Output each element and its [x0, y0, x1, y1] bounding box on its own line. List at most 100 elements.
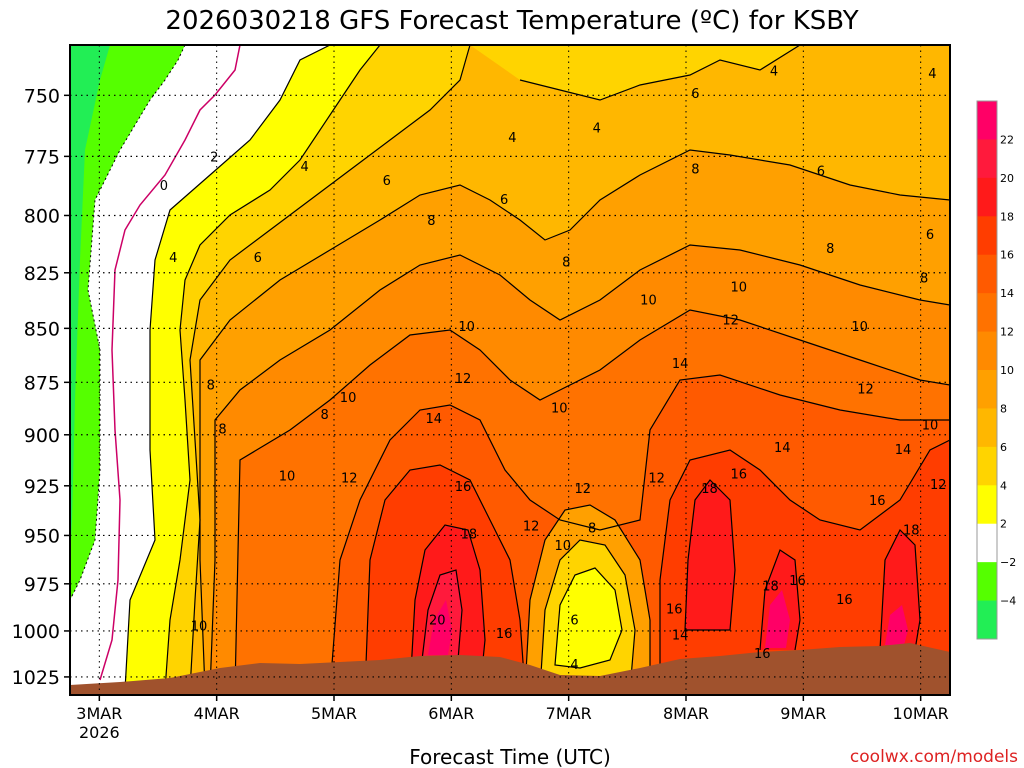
contour-label-42: 14: [425, 412, 442, 427]
contour-label-49: 16: [869, 494, 886, 509]
contour-label-55: 18: [461, 527, 478, 542]
contour-pocket-outer: [524, 504, 651, 691]
contour-label-43: 14: [672, 357, 689, 372]
colorbar-bin-18: [977, 177, 997, 217]
contour-label-38: 12: [648, 472, 665, 487]
contour-label-20: 8: [826, 242, 834, 257]
contour-label-7: 4: [928, 67, 936, 82]
contour-label-17: 8: [427, 214, 435, 229]
contour-label-32: 10: [191, 619, 208, 634]
colorbar-tick-16: 16: [1000, 249, 1014, 262]
contour-label-40: 12: [857, 383, 874, 398]
contour-18d: [879, 528, 921, 651]
contour-18c: [759, 549, 801, 651]
x-tick-sublabel-3: 2026: [79, 723, 120, 742]
contour-label-14: 6: [570, 614, 578, 629]
y-tick-label-900: 900: [24, 425, 60, 447]
x-tick-label-8: 8MAR: [663, 704, 709, 723]
colorbar: 22 20 18 16 14 12 10 8 6 4 2 −2 −4: [976, 100, 1016, 640]
contour-label-21: 8: [920, 271, 928, 286]
colorbar-tick-20: 20: [1000, 172, 1014, 185]
y-tick-label-1000: 1000: [12, 621, 60, 643]
colorbar-bin-14: [977, 254, 997, 294]
colorbar-tick-14: 14: [1000, 287, 1014, 300]
contour-label-51: 16: [836, 593, 853, 608]
colorbar-bin-8: [977, 370, 997, 409]
colorbar-tick-18: 18: [1000, 210, 1014, 223]
x-tick-label-5: 5MAR: [311, 704, 357, 723]
y-tick-label-975: 975: [24, 574, 60, 596]
colorbar-tick-2: 2: [1000, 518, 1007, 531]
x-tick-label-7: 7MAR: [546, 704, 592, 723]
contour-label-37: 12: [523, 520, 540, 535]
colorbar-bin-2: [977, 485, 997, 525]
y-axis: 750 775 800 825 850 875 900 925 950 975 1000 1025: [12, 85, 70, 689]
colorbar-bin-6: [977, 408, 997, 448]
colorbar-tick-6: 6: [1000, 441, 1007, 454]
contour-label-11: 6: [691, 87, 699, 102]
contour-label-59: 20: [429, 614, 446, 629]
contour-label-2: 4: [169, 251, 177, 266]
contour-label-46: 14: [672, 629, 689, 644]
contour-20: [421, 569, 463, 661]
contour-label-9: 6: [383, 174, 391, 189]
contour-pocket-mid: [539, 539, 636, 691]
band-neg4: [70, 45, 185, 600]
contour-label-33: 10: [555, 539, 572, 554]
contour-label-23: 8: [218, 423, 226, 438]
y-tick-label-825: 825: [24, 263, 60, 285]
contour-label-60: 4: [570, 658, 578, 673]
contour-label-35: 12: [455, 372, 472, 387]
contour-label-19: 8: [691, 162, 699, 177]
colorbar-bin--2: [977, 523, 997, 563]
contour-label-48: 16: [731, 468, 748, 483]
contour-label-25: 10: [458, 320, 475, 335]
contour-label-18: 8: [562, 255, 570, 270]
contour-label-3: 4: [301, 160, 309, 175]
x-tick-label-10: 10MAR: [893, 704, 949, 723]
contour-label-28: 10: [731, 280, 748, 295]
contour-label-10: 6: [500, 193, 508, 208]
contour-14: [329, 374, 950, 691]
y-tick-label-775: 775: [24, 146, 60, 168]
y-tick-label-875: 875: [24, 372, 60, 394]
contour-label-54: 16: [496, 627, 513, 642]
contour-label-layer: 0 2 4 4 4 4 4 4 6 6 6 6 6 6 6 8 8 8 8 8 8 8 8 8 10 10 10 10 10 10 10 10…: [160, 64, 947, 673]
contour-pocket-inner: [554, 567, 623, 669]
colorbar-bin-10: [977, 331, 997, 371]
contour-label-27: 10: [640, 294, 657, 309]
contour-12: [234, 309, 950, 691]
x-tick-label-4: 4MAR: [194, 704, 240, 723]
contour-label-53: 16: [754, 647, 771, 662]
contour-neg2: [70, 45, 186, 601]
contour-0: [99, 45, 241, 681]
contour-2: [124, 45, 331, 691]
plot-frame: [69, 44, 951, 696]
y-tick-label-1025: 1025: [12, 667, 60, 689]
contour-label-39: 12: [722, 314, 739, 329]
colorbar-bin-16: [977, 216, 997, 256]
y-tick-label-950: 950: [24, 525, 60, 547]
contour-label-12: 6: [817, 165, 825, 180]
colorbar-tick-12: 12: [1000, 326, 1014, 339]
credit-text: coolwx.com/models: [850, 747, 1018, 767]
colorbar-bin-12: [977, 293, 997, 333]
y-tick-label-850: 850: [24, 318, 60, 340]
contour-label-13: 6: [926, 228, 934, 243]
contour-label-57: 18: [762, 580, 779, 595]
contour-4: [164, 45, 381, 691]
contour-16a: [364, 464, 526, 691]
contour-label-52: 16: [666, 602, 683, 617]
contour-label-29: 10: [851, 320, 868, 335]
contour-label-45: 14: [895, 443, 912, 458]
contour-label-4: 4: [508, 131, 516, 146]
y-tick-label-800: 800: [24, 205, 60, 227]
contour-label-16: 8: [320, 408, 328, 423]
band-neg6: [70, 45, 110, 560]
contour-label-1: 2: [210, 150, 218, 165]
colorbar-bin--6: [977, 600, 997, 640]
colorbar-bin--4: [977, 562, 997, 602]
contour-lines: [124, 45, 950, 691]
contour-label-56: 18: [701, 482, 718, 497]
